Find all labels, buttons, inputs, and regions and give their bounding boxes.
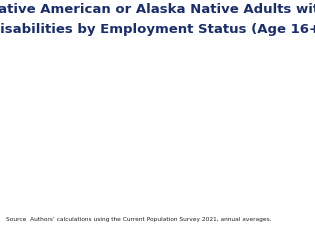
Text: Currently looking for work
22,000: Currently looking for work 22,000 [186,179,295,192]
Text: Native American or Alaska Native Adults with: Native American or Alaska Native Adults … [0,3,315,16]
Text: Employed part-time
49,000: Employed part-time 49,000 [182,30,263,43]
Text: Disabilities by Employment Status (Age 16+): Disabilities by Employment Status (Age 1… [0,23,315,36]
Text: Not
currently
seeking
work
but wants
a job
27,000: Not currently seeking work but wants a j… [244,30,285,81]
Text: Employed full-time
139,000: Employed full-time 139,000 [11,32,88,45]
Text: Source  Authors’ calculations using the Current Population Survey 2021, annual a: Source Authors’ calculations using the C… [6,217,272,222]
